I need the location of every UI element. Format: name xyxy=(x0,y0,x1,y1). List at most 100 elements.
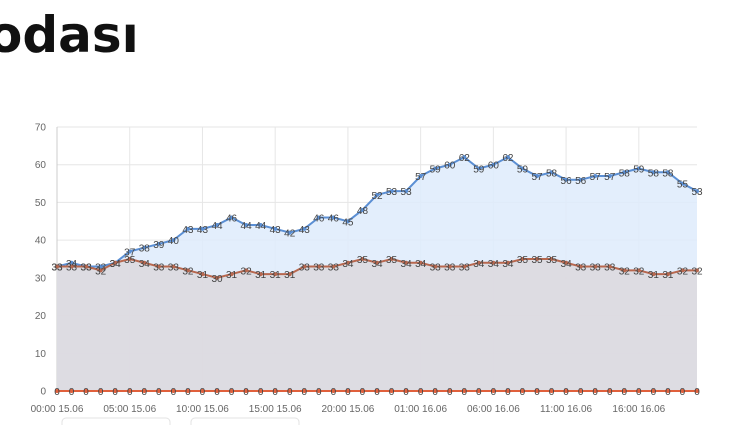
data-label: 0 xyxy=(374,387,380,398)
point xyxy=(680,181,685,186)
point xyxy=(113,389,118,393)
data-label: 34 xyxy=(139,259,151,270)
point xyxy=(404,189,409,194)
data-label: 43 xyxy=(299,225,311,236)
point xyxy=(447,389,452,393)
data-label: 56 xyxy=(575,176,587,187)
point xyxy=(331,264,336,269)
data-label: 32 xyxy=(619,266,631,277)
data-label: 32 xyxy=(95,266,107,277)
data-label: 35 xyxy=(517,255,529,266)
data-label: 0 xyxy=(461,387,467,398)
point xyxy=(345,389,350,393)
point xyxy=(69,389,74,393)
data-label: 0 xyxy=(563,387,569,398)
point xyxy=(651,272,656,277)
x-tick-label: 06:00 16.06 xyxy=(467,404,520,415)
point xyxy=(98,268,103,273)
data-label: 33 xyxy=(430,263,442,274)
data-label: 0 xyxy=(214,387,220,398)
data-label: 0 xyxy=(491,387,497,398)
point xyxy=(156,241,161,246)
data-label: 0 xyxy=(200,387,206,398)
y-tick-label: 30 xyxy=(35,273,47,284)
data-label: 46 xyxy=(313,214,325,225)
data-label: 0 xyxy=(112,387,118,398)
series-area xyxy=(57,259,697,391)
data-label: 33 xyxy=(95,263,107,274)
point xyxy=(127,389,132,393)
point xyxy=(244,389,249,393)
point xyxy=(84,389,89,393)
x-tick-label: 00:00 15.06 xyxy=(31,404,84,415)
data-label: 59 xyxy=(473,164,485,175)
point xyxy=(185,268,190,273)
point xyxy=(491,162,496,167)
point xyxy=(389,389,394,393)
data-label: 0 xyxy=(272,387,278,398)
data-label: 33 xyxy=(575,263,587,274)
data-label: 37 xyxy=(124,247,136,258)
data-label: 42 xyxy=(284,229,296,240)
data-label: 0 xyxy=(549,387,555,398)
point xyxy=(215,389,219,393)
data-label: 0 xyxy=(243,387,249,398)
data-label: 53 xyxy=(691,187,703,198)
data-label: 0 xyxy=(185,387,191,398)
data-label: 57 xyxy=(415,172,427,183)
data-label: 38 xyxy=(139,244,151,255)
point xyxy=(564,260,569,265)
data-label: 0 xyxy=(621,387,627,398)
point xyxy=(69,260,74,265)
data-label: 59 xyxy=(430,164,442,175)
data-label: 33 xyxy=(604,263,616,274)
data-label: 33 xyxy=(153,263,165,274)
data-label: 0 xyxy=(520,387,526,398)
data-label: 0 xyxy=(432,387,438,398)
legend-button[interactable] xyxy=(61,417,171,425)
point xyxy=(593,264,598,269)
data-label: 31 xyxy=(662,270,674,281)
data-label: 0 xyxy=(505,387,511,398)
data-label: 0 xyxy=(83,387,89,398)
point xyxy=(462,264,467,269)
point xyxy=(360,389,365,393)
y-tick-label: 20 xyxy=(35,311,47,322)
point xyxy=(273,226,278,231)
data-label: 33 xyxy=(81,263,93,274)
point xyxy=(535,174,539,179)
point xyxy=(491,260,496,265)
data-label: 58 xyxy=(648,168,660,179)
data-label: 33 xyxy=(590,263,602,274)
data-label: 31 xyxy=(270,270,282,281)
data-label: 35 xyxy=(124,255,136,266)
data-label: 31 xyxy=(255,270,267,281)
data-label: 34 xyxy=(502,259,514,270)
data-label: 32 xyxy=(691,266,703,277)
data-label: 0 xyxy=(258,387,264,398)
data-label: 0 xyxy=(534,387,540,398)
point xyxy=(55,264,59,269)
point xyxy=(142,245,147,250)
point xyxy=(447,264,452,269)
point xyxy=(607,389,612,393)
point xyxy=(258,223,263,228)
point xyxy=(520,389,525,393)
data-label: 32 xyxy=(241,266,253,277)
point xyxy=(375,389,379,393)
point xyxy=(695,268,699,273)
point xyxy=(549,257,554,261)
data-label: 53 xyxy=(386,187,398,198)
legend-button[interactable] xyxy=(190,417,300,425)
data-label: 0 xyxy=(287,387,293,398)
data-label: 33 xyxy=(66,263,78,274)
x-tick-label: 05:00 15.06 xyxy=(103,404,156,415)
point xyxy=(331,389,336,393)
data-label: 59 xyxy=(633,164,645,175)
point xyxy=(578,177,583,182)
point xyxy=(505,389,510,393)
data-label: 34 xyxy=(473,259,485,270)
data-label: 32 xyxy=(182,266,194,277)
data-label: 34 xyxy=(110,259,122,270)
point xyxy=(535,257,539,261)
